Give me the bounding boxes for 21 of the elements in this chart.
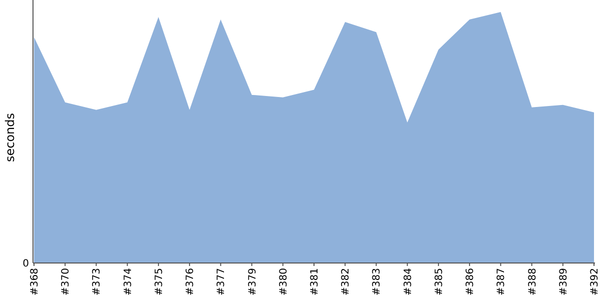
x-tick-label: #382 xyxy=(340,268,352,296)
x-tick-label: #377 xyxy=(216,268,228,296)
x-tick-label: #392 xyxy=(590,268,600,296)
x-tick-label: #389 xyxy=(558,268,570,296)
x-tick-label: #385 xyxy=(434,268,445,296)
x-tick-label: #375 xyxy=(154,268,165,296)
x-tick-label: #368 xyxy=(30,268,40,296)
y-axis-title: seconds xyxy=(3,112,17,162)
x-tick-label: #383 xyxy=(372,268,383,296)
x-tick-label: #384 xyxy=(402,268,414,296)
x-tick-label: #379 xyxy=(247,268,258,296)
x-tick-label: #387 xyxy=(496,268,508,296)
x-tick-label: #386 xyxy=(465,268,476,296)
x-tick-label: #373 xyxy=(92,268,103,296)
x-tick-label: #370 xyxy=(60,268,72,296)
x-tick-label: #388 xyxy=(527,268,538,296)
x-tick-label: #374 xyxy=(122,268,134,296)
x-tick-label: #380 xyxy=(278,268,290,296)
text: 0 xyxy=(22,258,29,270)
x-tick-label: #376 xyxy=(185,268,196,296)
x-tick-label: #381 xyxy=(310,268,320,296)
